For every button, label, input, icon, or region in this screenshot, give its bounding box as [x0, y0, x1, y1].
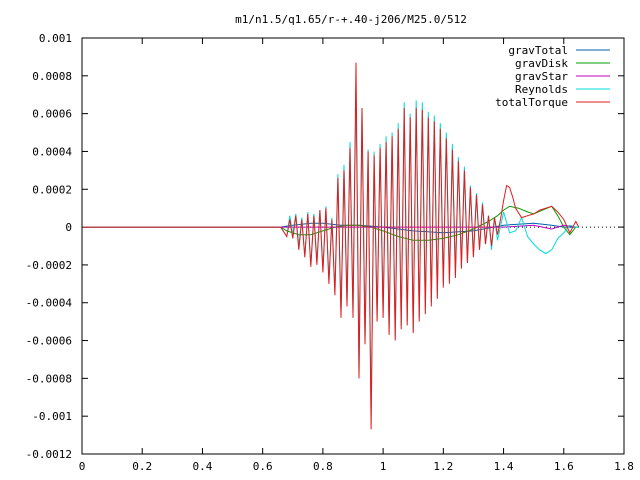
legend: gravTotalgravDiskgravStarReynoldstotalTo… [495, 44, 610, 109]
x-tick-label: 1.6 [554, 460, 574, 473]
x-tick-label: 0.4 [193, 460, 213, 473]
legend-label: Reynolds [515, 83, 568, 96]
x-tick-label: 1.4 [494, 460, 514, 473]
x-tick-label: 0.2 [132, 460, 152, 473]
series-line-gravtotal [82, 222, 576, 234]
y-tick-label: 0.0006 [32, 108, 72, 121]
series-line-gravdisk [82, 205, 579, 241]
x-tick-label: 1.8 [614, 460, 634, 473]
legend-label: gravDisk [515, 57, 568, 70]
y-tick-label: 0.0004 [32, 145, 72, 158]
legend-label: gravStar [515, 70, 568, 83]
x-tick-label: 0 [79, 460, 86, 473]
series-layer [82, 62, 580, 430]
x-tick-label: 1 [380, 460, 387, 473]
series-line-gravstar [82, 224, 576, 230]
y-tick-label: 0 [65, 221, 72, 234]
plot-frame [81, 37, 625, 455]
y-tick-label: -0.0006 [26, 335, 72, 348]
chart-title: m1/n1.5/q1.65/r-+.40-j206/M25.0/512 [235, 13, 467, 26]
y-tick-label: -0.0008 [26, 372, 72, 385]
x-tick-label: 0.6 [253, 460, 273, 473]
series-line-totaltorque [82, 62, 580, 430]
y-tick-label: 0.0002 [32, 183, 72, 196]
x-tick-label: 1.2 [433, 460, 453, 473]
legend-label: totalTorque [495, 96, 568, 109]
x-tick-label: 0.8 [313, 460, 333, 473]
y-tick-label: 0.001 [39, 32, 72, 45]
y-tick-label: -0.0012 [26, 448, 72, 461]
y-axis-ticks: 0.001 0.0008 0.0006 0.0004 0.0002 0 -0.0002 -0.… [26, 32, 624, 461]
y-tick-label: -0.0002 [26, 259, 72, 272]
y-tick-label: 0.0008 [32, 70, 72, 83]
y-tick-label: -0.001 [32, 410, 72, 423]
legend-label: gravTotal [508, 44, 568, 57]
y-tick-label: -0.0004 [26, 297, 73, 310]
